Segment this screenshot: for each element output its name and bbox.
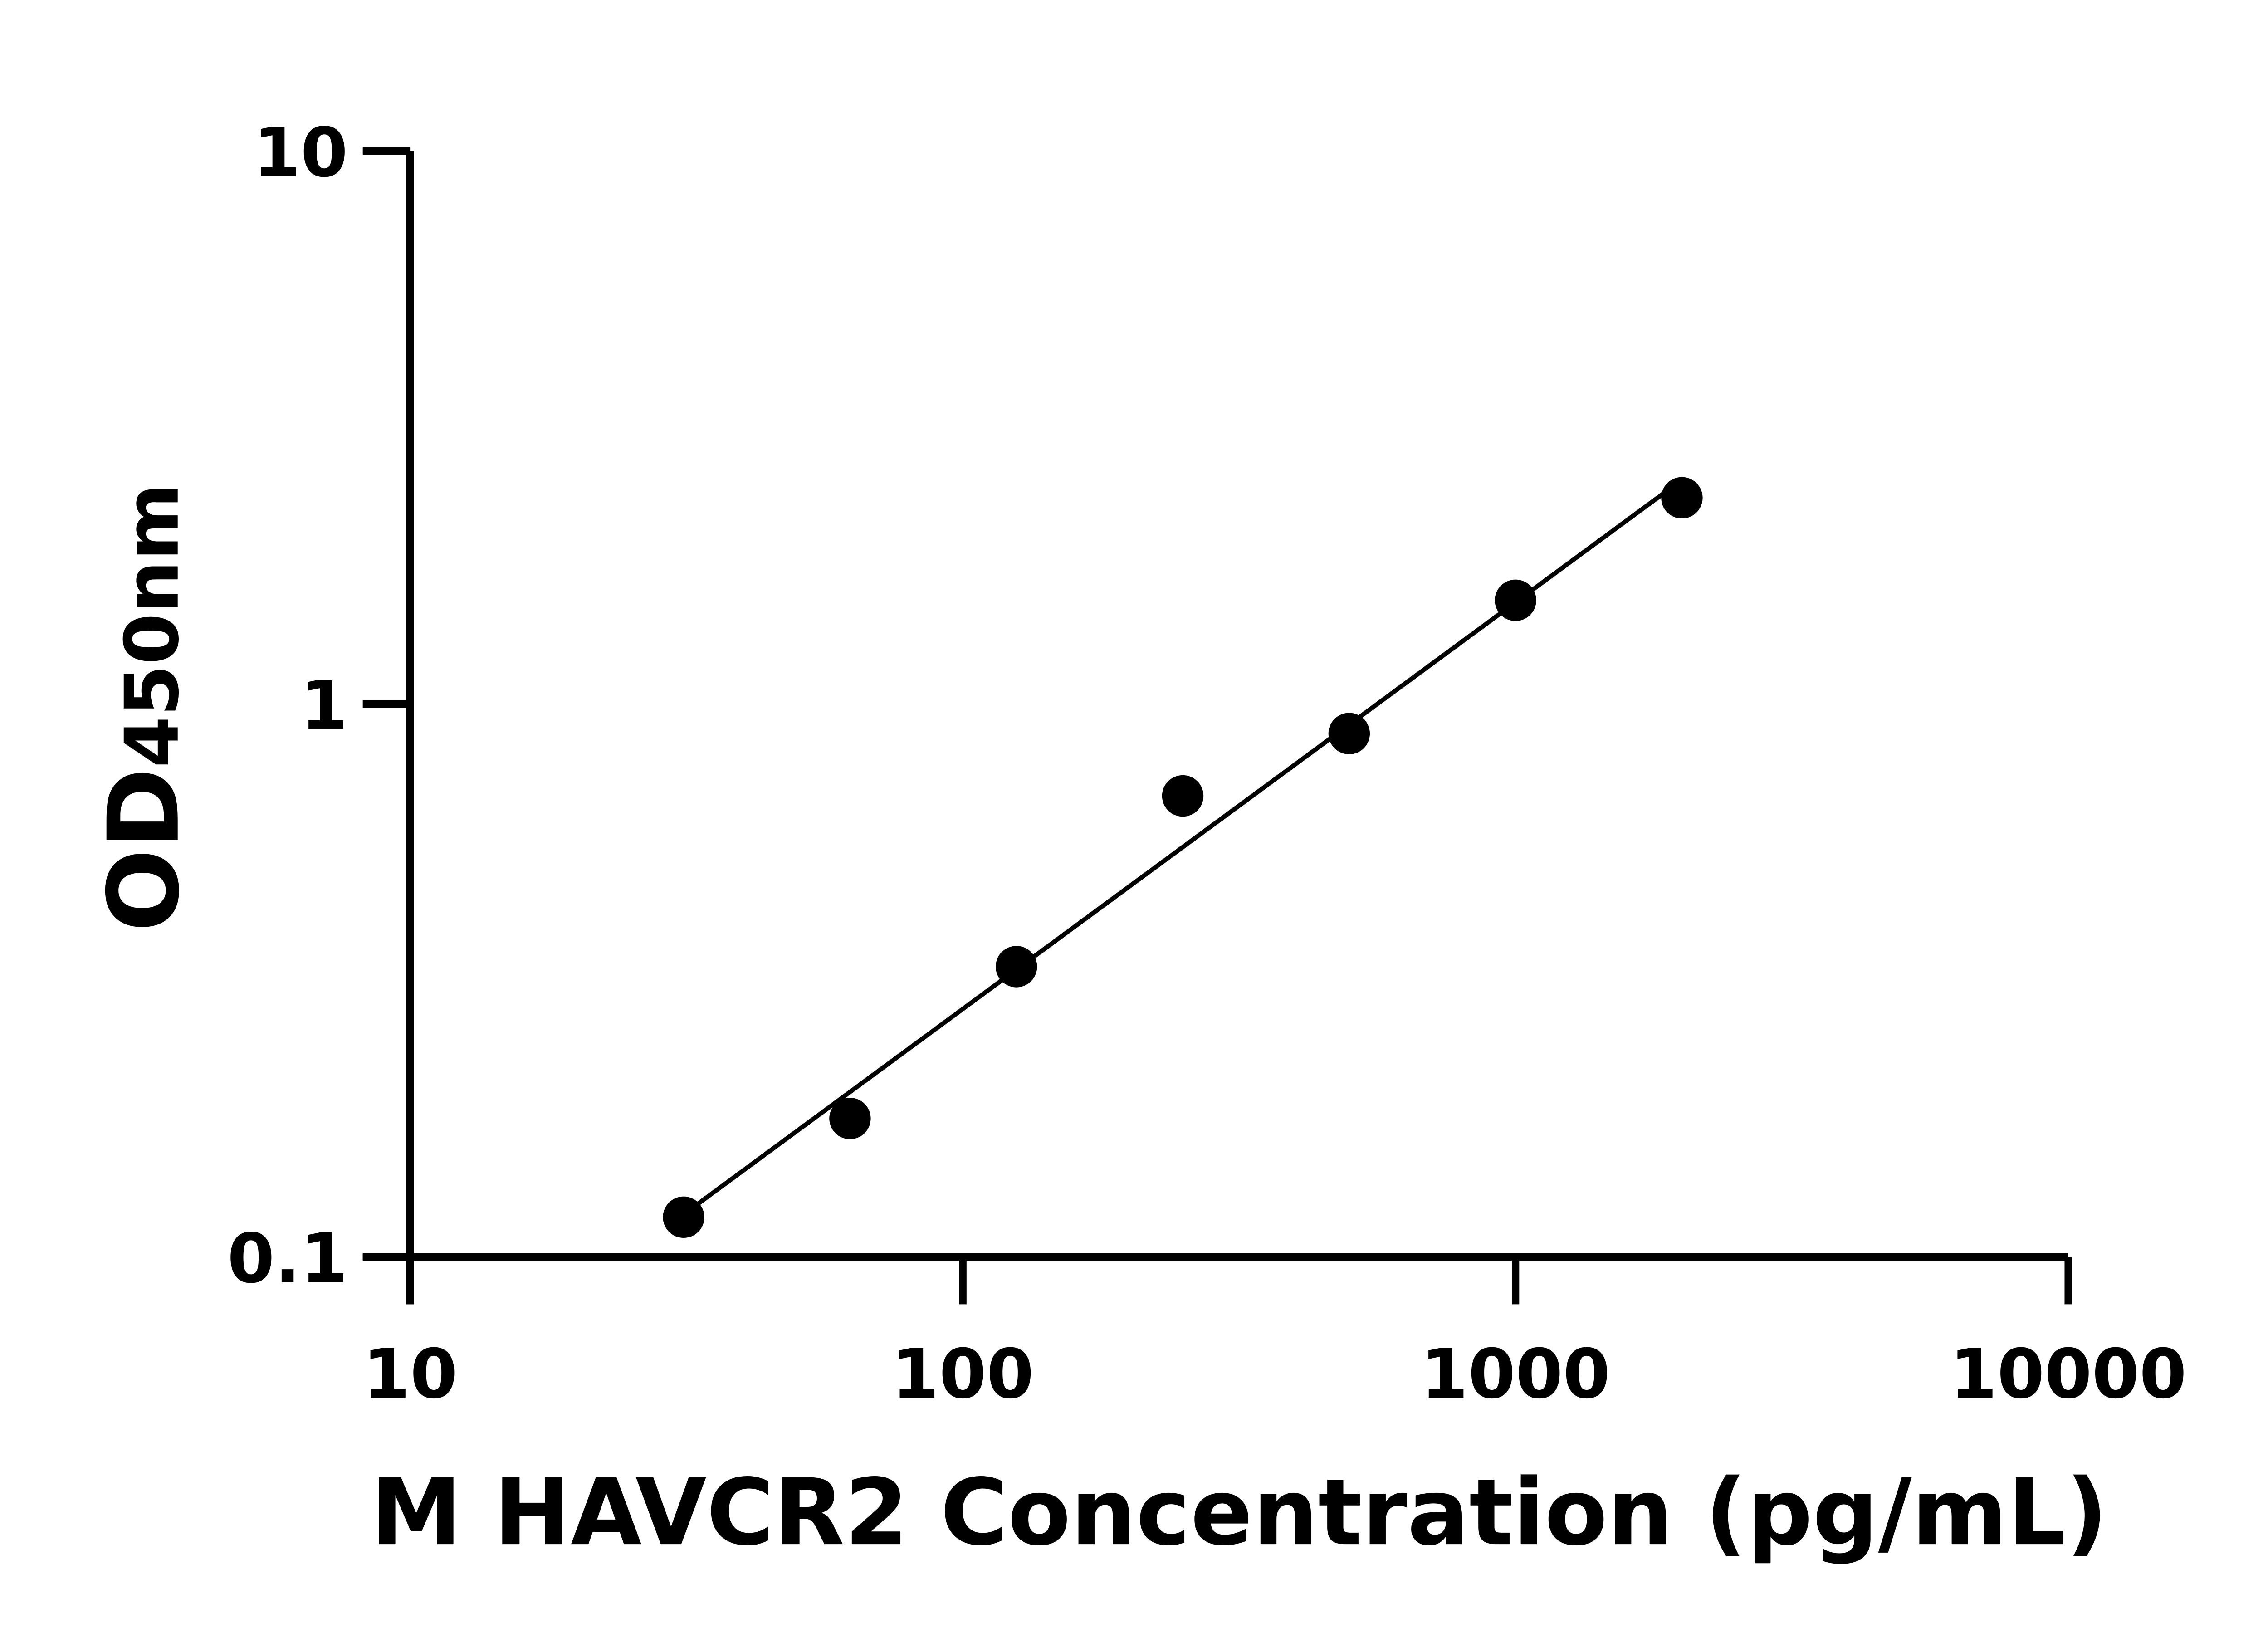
x-tick-label: 100	[892, 1335, 1034, 1414]
y-axis-label-sub: 450nm	[110, 484, 196, 768]
y-axis-label: OD450nm	[87, 484, 201, 932]
x-tick-label: 10	[363, 1335, 458, 1414]
x-tick-label: 10000	[1950, 1335, 2186, 1414]
axes: 10 100 1000 10000 0.1 1 10	[227, 113, 2187, 1414]
data-point	[829, 1098, 871, 1139]
data-point	[663, 1196, 704, 1238]
y-tick-label: 10	[253, 113, 348, 192]
data-point	[1162, 775, 1204, 817]
data-point	[996, 946, 1037, 988]
data-point	[1328, 713, 1370, 754]
y-tick-label: 1	[301, 666, 348, 745]
data-point	[1495, 579, 1536, 621]
y-tick-label: 0.1	[227, 1219, 348, 1298]
y-axis-label-main: OD	[87, 768, 201, 932]
data-points	[663, 477, 1703, 1238]
x-tick-label: 1000	[1421, 1335, 1610, 1414]
x-axis-label: M HAVCR2 Concentration (pg/mL)	[371, 1459, 2108, 1566]
data-point	[1661, 477, 1703, 519]
